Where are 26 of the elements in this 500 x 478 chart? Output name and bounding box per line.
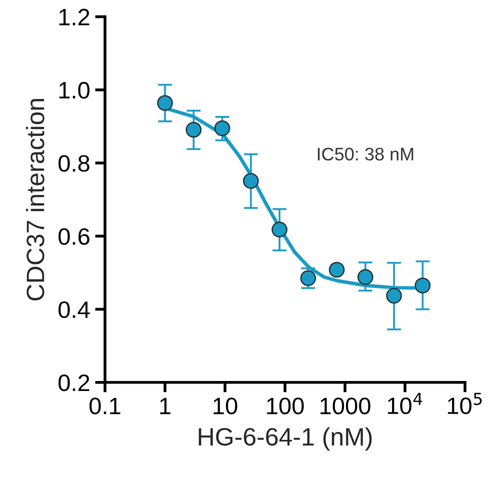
y-tick-label: 0.8 (58, 155, 90, 172)
y-axis-title: CDC37 interaction (26, 99, 44, 300)
x-tick-label: 1 (160, 398, 170, 414)
point (300, 270, 316, 286)
point (414, 278, 431, 294)
x-tick-label: 10 (214, 398, 238, 414)
point (386, 288, 402, 304)
x-tick-label: 10$^{4}$ (388, 392, 422, 414)
point (272, 222, 288, 238)
point (242, 173, 259, 189)
x-tick-label: 100 (267, 398, 304, 414)
x-axis-title: HG-6-64-1 (nM) (198, 427, 372, 451)
point (214, 120, 230, 136)
point (357, 269, 374, 285)
annotation: IC50: 38 nM (318, 148, 414, 161)
y-tick-label: 1.2 (59, 8, 90, 26)
x-tick-label: 1000 (320, 398, 370, 414)
point (328, 262, 345, 278)
y-tick-label: 0.4 (58, 301, 90, 318)
y-tick-label: 0.6 (58, 228, 90, 245)
x-tick-label: 10$^{5}$ (448, 392, 482, 414)
y-tick-label: 0.2 (58, 374, 90, 392)
point (186, 122, 202, 138)
point (157, 95, 173, 111)
x-tick-label: 0.1 (90, 398, 120, 414)
y-tick-label: 1.0 (59, 82, 90, 99)
